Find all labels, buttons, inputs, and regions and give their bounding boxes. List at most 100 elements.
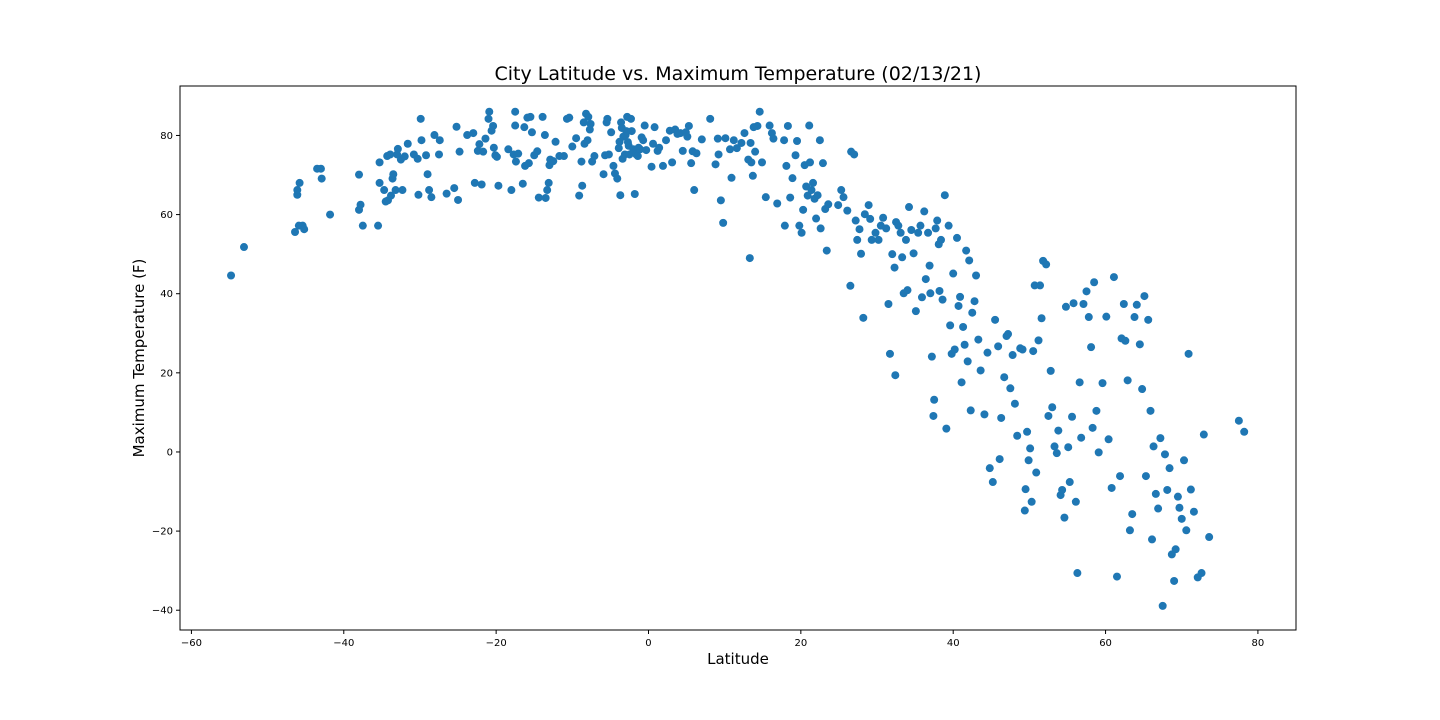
data-point <box>1071 497 1080 506</box>
data-point <box>356 200 365 209</box>
data-point <box>239 243 248 252</box>
data-point <box>959 322 968 331</box>
data-point <box>1109 273 1118 282</box>
data-point <box>711 160 720 169</box>
data-point <box>793 136 802 145</box>
data-point <box>577 157 586 166</box>
data-point <box>871 228 880 237</box>
data-point <box>386 150 395 159</box>
data-point <box>884 300 893 308</box>
data-point <box>504 145 513 154</box>
data-point <box>316 164 325 173</box>
data-point <box>815 136 824 145</box>
data-point <box>721 134 730 143</box>
data-point <box>1068 412 1077 421</box>
data-point <box>797 228 806 237</box>
data-point <box>974 335 983 344</box>
data-point <box>834 201 843 210</box>
data-point <box>575 191 584 200</box>
data-point <box>1037 314 1046 323</box>
data-point <box>1116 472 1125 481</box>
data-point <box>435 150 443 159</box>
data-point <box>387 191 396 200</box>
data-point <box>926 289 935 298</box>
data-point <box>953 233 962 242</box>
data-point <box>1175 503 1184 512</box>
data-point <box>425 186 434 195</box>
data-point <box>1171 545 1180 554</box>
data-point <box>1082 287 1091 296</box>
data-point <box>894 221 903 230</box>
data-point <box>627 127 636 136</box>
data-point <box>758 158 766 167</box>
data-point <box>435 136 444 145</box>
data-point <box>551 137 560 146</box>
data-point <box>684 121 693 130</box>
data-point <box>874 235 883 244</box>
data-point <box>650 123 659 132</box>
data-point <box>769 134 778 143</box>
data-point <box>355 170 364 179</box>
data-point <box>851 216 860 225</box>
data-point <box>1128 510 1137 519</box>
data-point <box>837 186 846 195</box>
data-point <box>850 150 859 159</box>
data-point <box>745 254 754 263</box>
data-point <box>888 250 897 259</box>
data-point <box>818 159 827 168</box>
data-point <box>568 142 577 151</box>
data-point <box>1154 504 1163 513</box>
data-point <box>540 131 549 140</box>
y-tick-label: 80 <box>160 131 173 142</box>
data-point <box>773 199 782 208</box>
data-point <box>1000 373 1009 382</box>
data-point <box>956 292 965 301</box>
data-point <box>300 225 309 234</box>
data-point <box>962 246 971 255</box>
data-point <box>579 118 588 127</box>
data-point <box>1146 406 1155 415</box>
data-point <box>1052 449 1061 458</box>
data-point <box>416 114 425 123</box>
data-point <box>1079 300 1088 308</box>
data-point <box>389 170 398 179</box>
data-point <box>809 178 818 187</box>
data-point <box>533 147 542 156</box>
data-point <box>1119 300 1128 308</box>
data-point <box>1027 497 1036 506</box>
data-point <box>839 193 848 202</box>
data-point <box>911 307 920 316</box>
data-point <box>1010 399 1019 408</box>
data-point <box>954 301 963 310</box>
data-point <box>1021 485 1030 494</box>
data-point <box>524 159 533 168</box>
chart-title: City Latitude vs. Maximum Temperature (0… <box>495 63 982 85</box>
data-point <box>1064 443 1073 452</box>
data-point <box>678 146 687 155</box>
data-point <box>616 191 625 200</box>
data-point <box>559 152 568 161</box>
data-point <box>1163 485 1172 494</box>
y-tick-label: 60 <box>160 210 173 221</box>
x-tick-label: 40 <box>947 638 960 649</box>
data-point <box>1135 340 1144 349</box>
x-tick-label: 20 <box>794 638 807 649</box>
data-point <box>949 269 958 278</box>
data-point <box>903 286 912 295</box>
data-point <box>485 107 494 116</box>
data-point <box>751 147 760 156</box>
data-point <box>907 226 916 235</box>
data-point <box>855 225 864 234</box>
data-point <box>997 413 1006 422</box>
data-point <box>475 140 484 149</box>
data-point <box>753 121 762 130</box>
data-point <box>916 221 925 230</box>
data-point <box>1069 299 1078 308</box>
data-point <box>534 193 543 202</box>
data-point <box>1149 442 1158 451</box>
data-point <box>393 144 402 153</box>
data-point <box>859 313 868 322</box>
data-point <box>1088 423 1097 432</box>
data-point <box>293 186 302 195</box>
data-point <box>583 136 592 145</box>
